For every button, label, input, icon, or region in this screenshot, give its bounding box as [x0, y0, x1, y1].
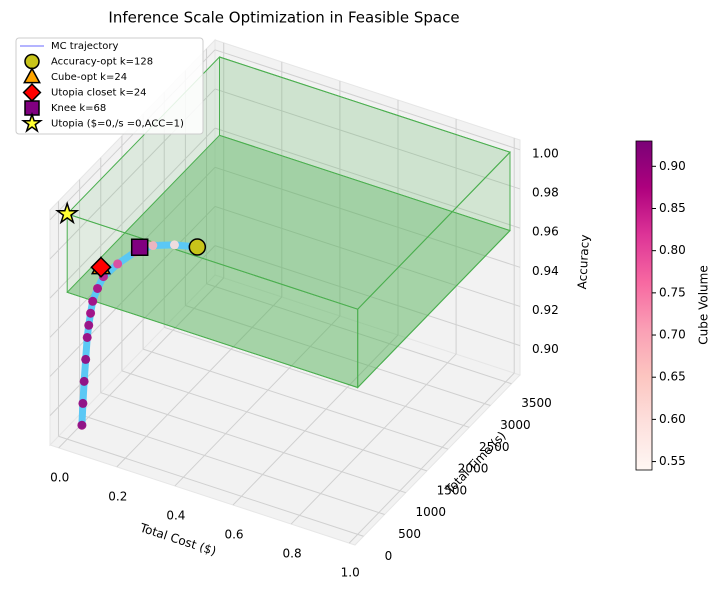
- trajectory-point: [148, 241, 158, 251]
- marker: [130, 238, 149, 256]
- y-tick-label: 2000: [458, 462, 489, 476]
- x-tick-label: 0.4: [166, 508, 185, 522]
- trajectory-point: [77, 420, 87, 430]
- grid-line: [142, 348, 449, 450]
- trajectory-point: [79, 376, 89, 386]
- grid-line: [214, 205, 521, 307]
- marker: [55, 201, 80, 225]
- trajectory-point: [113, 259, 123, 269]
- colorbar-tick-label: 0.55: [659, 454, 686, 468]
- trajectory-point: [93, 283, 103, 293]
- grid-line: [79, 414, 385, 515]
- y-tick-label: 1500: [437, 483, 468, 497]
- x-tick-label: 1.0: [341, 566, 360, 580]
- z-tick-label: 0.92: [532, 303, 559, 317]
- trajectory-point: [81, 354, 91, 364]
- legend-label: Accuracy-opt k=128: [51, 57, 153, 68]
- colorbar: [635, 140, 653, 471]
- marker: [188, 238, 207, 256]
- grid-line: [185, 305, 491, 406]
- y-tick-label: 1000: [415, 505, 446, 519]
- grid-line: [116, 296, 283, 468]
- y-tick-label: 3000: [500, 418, 531, 432]
- trajectory-point: [84, 320, 94, 330]
- legend: MC trajectory Accuracy-opt k=128 Cube-opt …: [15, 37, 204, 135]
- legend-label: Utopia closet k=24: [51, 88, 147, 99]
- y-tick-label: 0: [385, 549, 393, 563]
- legend-label: Utopia ($=0,/s =0,ACC=1): [51, 119, 184, 130]
- colorbar-tick-label: 0.85: [659, 201, 686, 215]
- grid-line: [58, 277, 225, 449]
- z-tick-label: 0.90: [532, 342, 559, 356]
- feasible-box-face: [66, 213, 359, 389]
- legend-marker: [20, 112, 44, 133]
- grid-line: [121, 370, 428, 472]
- legend-marker: [23, 67, 41, 84]
- grid-line: [348, 372, 515, 544]
- colorbar-tick-label: 0.70: [659, 328, 686, 342]
- z-tick-label: 0.98: [532, 185, 559, 199]
- grid-line: [290, 353, 457, 525]
- grid-line: [49, 206, 216, 377]
- x-tick-label: 0.6: [224, 528, 243, 542]
- x-tick-label: 0.8: [283, 547, 302, 561]
- y-tick-label: 3500: [521, 396, 552, 410]
- trajectory-point: [82, 332, 92, 342]
- grid-line: [206, 283, 512, 385]
- x-tick-label: 0.2: [108, 489, 127, 503]
- legend-marker: [24, 100, 40, 116]
- z-axis-label: Accuracy: [575, 234, 592, 289]
- grid-line: [214, 166, 521, 268]
- grid-line: [214, 88, 521, 190]
- colorbar-tick-label: 0.65: [659, 370, 686, 384]
- grid-line: [164, 326, 470, 428]
- chart-title: Inference Scale Optimization in Feasible…: [108, 9, 459, 27]
- grid-line: [174, 315, 341, 487]
- grid-line: [100, 392, 406, 494]
- legend-label: Cube-opt k=24: [51, 72, 127, 83]
- colorbar-label: Cube Volume: [697, 265, 711, 344]
- z-tick-label: 1.00: [532, 146, 559, 160]
- grid-line: [214, 127, 521, 229]
- colorbar-tick-label: 0.90: [659, 159, 686, 173]
- legend-marker: [24, 53, 40, 70]
- legend-label: MC trajectory: [51, 41, 119, 52]
- trajectory-point: [78, 398, 88, 408]
- colorbar-tick-label: 0.60: [659, 412, 686, 426]
- grid-line: [214, 49, 521, 151]
- grid-line: [214, 245, 521, 347]
- marker: [90, 256, 112, 278]
- z-tick-label: 0.94: [532, 264, 559, 278]
- trajectory-point: [169, 240, 179, 250]
- colorbar-tick-label: 0.75: [659, 285, 686, 299]
- legend-box: [15, 37, 204, 135]
- trajectory-point: [88, 296, 98, 306]
- grid-line: [49, 245, 216, 416]
- grid-line: [58, 435, 364, 537]
- grid-line: [49, 127, 216, 299]
- y-tick-label: 500: [398, 527, 421, 541]
- colorbar-tick-label: 0.80: [659, 243, 686, 257]
- trajectory-point: [86, 308, 96, 318]
- x-tick-label: 0.0: [50, 470, 69, 484]
- z-tick-label: 0.96: [532, 225, 559, 239]
- grid-line: [232, 334, 399, 506]
- legend-label: Knee k=68: [51, 103, 106, 114]
- x-axis-label: Total Cost ($): [137, 520, 218, 558]
- y-tick-label: 2500: [479, 440, 510, 454]
